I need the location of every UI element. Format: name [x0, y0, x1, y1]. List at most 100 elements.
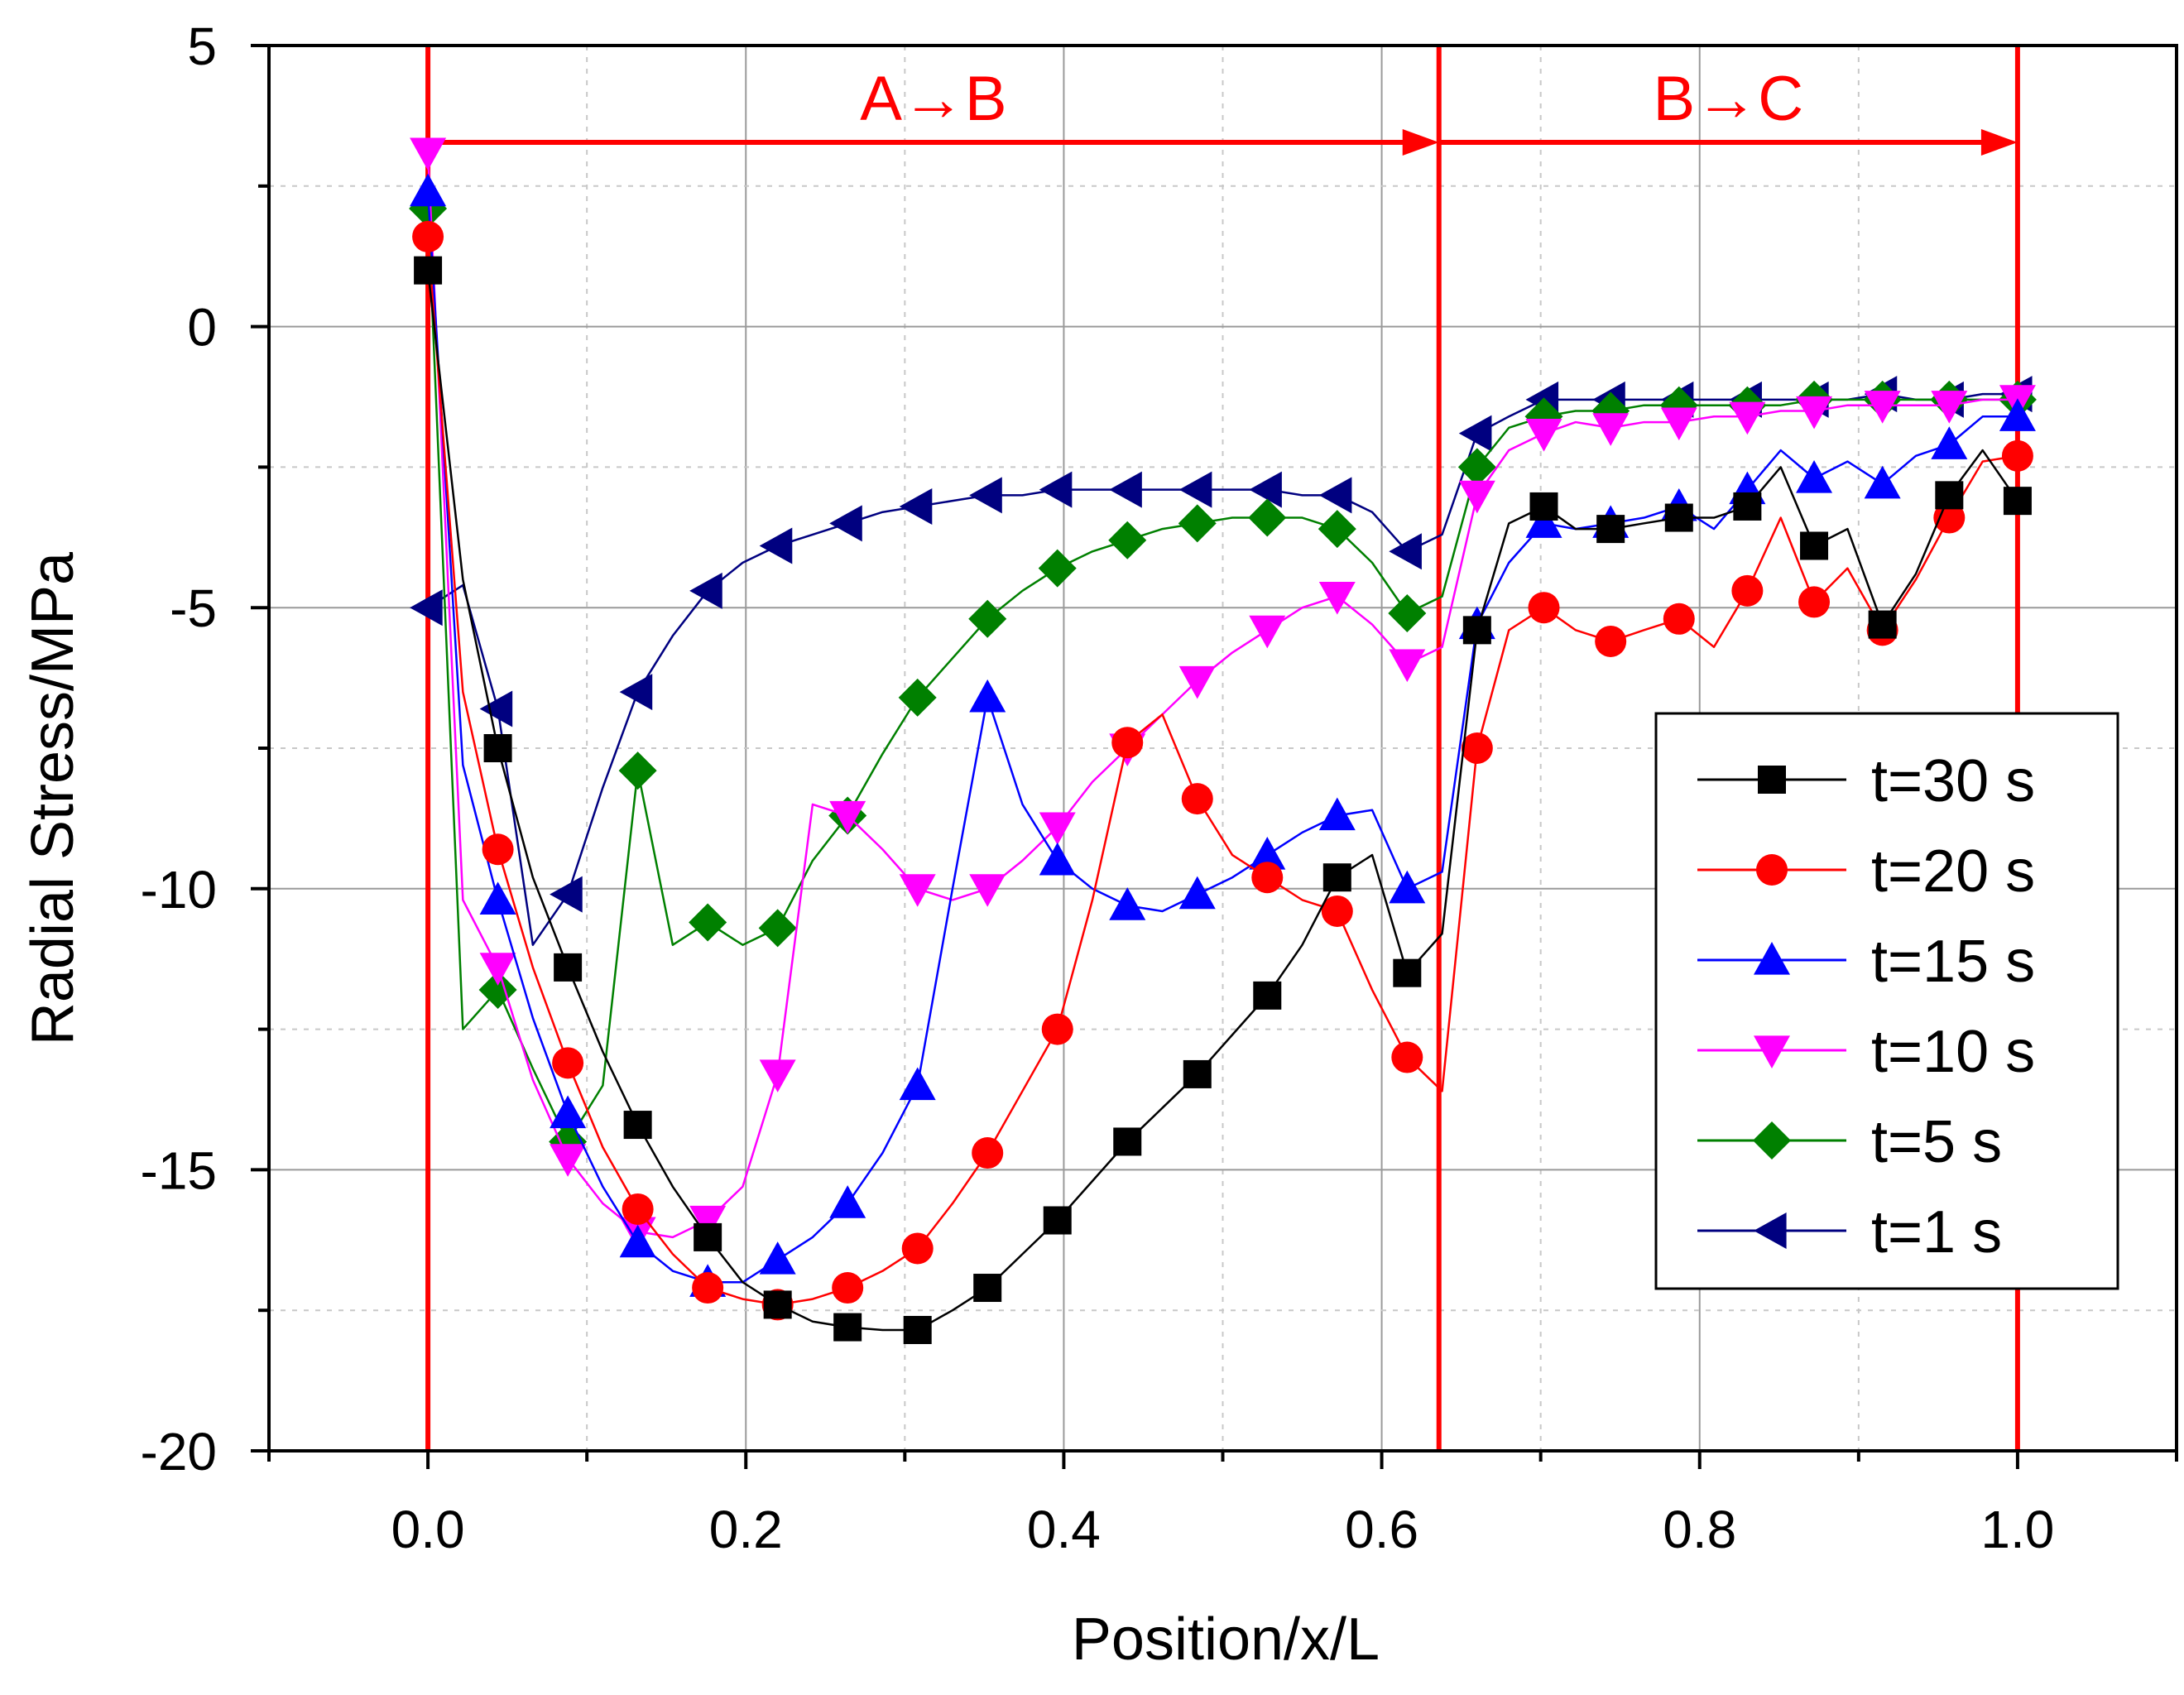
data-point	[759, 1059, 796, 1092]
data-point	[969, 679, 1006, 713]
data-point	[968, 599, 1007, 638]
data-point	[622, 1193, 654, 1225]
data-point	[1318, 510, 1356, 549]
data-point	[829, 505, 862, 542]
legend-marker	[1754, 942, 1790, 975]
data-point	[1935, 481, 1964, 510]
data-point	[973, 1274, 1002, 1303]
legend-label: t=5 s	[1871, 1109, 2002, 1175]
series-line-t-20-s	[426, 236, 2018, 1306]
data-point	[833, 1313, 862, 1342]
data-point	[1389, 870, 1426, 904]
data-point	[689, 903, 727, 942]
segment-ab-label: A→B	[860, 64, 1006, 134]
data-point	[554, 953, 583, 982]
legend-label: t=1 s	[1871, 1199, 2002, 1265]
x-tick-label: 0.6	[1345, 1500, 1418, 1559]
data-point	[623, 1111, 652, 1140]
segment-bc-label: B→C	[1654, 64, 1804, 134]
data-point	[552, 1047, 584, 1079]
data-point	[2001, 439, 2033, 472]
legend-item: t=1 s	[1697, 1199, 2002, 1265]
data-point	[1248, 498, 1287, 537]
data-point	[1249, 471, 1282, 508]
data-point	[758, 909, 797, 948]
data-point	[619, 1224, 656, 1258]
data-point	[1933, 502, 1966, 534]
data-point	[1457, 448, 1496, 487]
data-point	[1458, 480, 1495, 514]
data-point	[1663, 603, 1695, 635]
data-point	[619, 674, 653, 711]
data-point	[1318, 797, 1356, 831]
x-tick-label: 0.0	[391, 1500, 465, 1559]
data-point	[1113, 1127, 1142, 1156]
data-point	[479, 690, 513, 727]
data-point	[1108, 521, 1147, 559]
data-point	[689, 572, 722, 609]
data-point	[1999, 398, 2036, 431]
data-point	[1322, 863, 1351, 892]
arrow-bc-head	[1980, 129, 2018, 156]
data-point	[901, 1232, 934, 1265]
data-point	[1595, 625, 1627, 657]
data-point	[1111, 727, 1144, 759]
data-point	[899, 487, 933, 525]
legend-item: t=20 s	[1697, 838, 2035, 905]
legend-label: t=10 s	[1871, 1019, 2035, 1085]
data-point	[1529, 492, 1558, 521]
data-point	[1796, 459, 1833, 493]
series-t-10-s	[410, 137, 2036, 1251]
data-point	[1039, 812, 1076, 846]
data-point	[412, 220, 444, 252]
legend-item: t=30 s	[1697, 748, 2035, 814]
legend-item: t=5 s	[1697, 1109, 2002, 1175]
data-point	[1183, 1059, 1212, 1088]
data-point	[1931, 426, 1968, 459]
data-point	[1592, 413, 1630, 446]
data-point	[1178, 471, 1212, 508]
data-point	[759, 1241, 796, 1275]
data-point	[1249, 615, 1286, 649]
legend-marker	[1754, 1035, 1790, 1068]
data-point	[1249, 837, 1286, 870]
y-tick-label: -15	[141, 1140, 218, 1200]
axes: 0.0 0.2 0.4 0.6 0.8 1.0 5 0 -5 -10 -15 -20	[141, 17, 2178, 1559]
data-point	[759, 527, 793, 564]
data-point	[1389, 649, 1426, 683]
data-point	[1039, 842, 1076, 876]
data-point	[689, 1205, 727, 1239]
data-point	[1251, 862, 1284, 894]
legend-box	[1654, 712, 2119, 1290]
data-point	[1388, 593, 1427, 632]
legend-label: t=15 s	[1871, 929, 2035, 995]
x-tick-label: 0.2	[709, 1500, 783, 1559]
data-point	[1389, 533, 1422, 570]
data-point	[1318, 477, 1352, 514]
data-point	[899, 1067, 936, 1101]
data-point	[1660, 407, 1697, 441]
data-point	[1393, 958, 1422, 987]
data-point	[1253, 981, 1282, 1010]
legend-label: t=20 s	[1871, 838, 2035, 905]
data-point	[829, 1185, 866, 1218]
data-point	[1864, 391, 1901, 424]
y-tick-label: -10	[141, 860, 218, 920]
data-point	[1733, 492, 1762, 521]
series-group	[409, 137, 2037, 1344]
data-point	[618, 751, 657, 790]
data-point	[1798, 586, 1831, 618]
data-point	[1528, 592, 1560, 624]
data-point	[1109, 471, 1142, 508]
legend: t=30 s t=20 s t=15 s t=10 s t=5 s t=1 s	[1654, 712, 2119, 1290]
data-point	[972, 1137, 1004, 1169]
arrow-ab-head	[1402, 129, 1439, 156]
data-point	[550, 1144, 587, 1177]
data-point	[692, 1272, 724, 1304]
legend-marker	[1756, 854, 1788, 886]
data-point	[1318, 582, 1356, 615]
data-point	[479, 881, 516, 915]
data-point	[1461, 732, 1493, 764]
